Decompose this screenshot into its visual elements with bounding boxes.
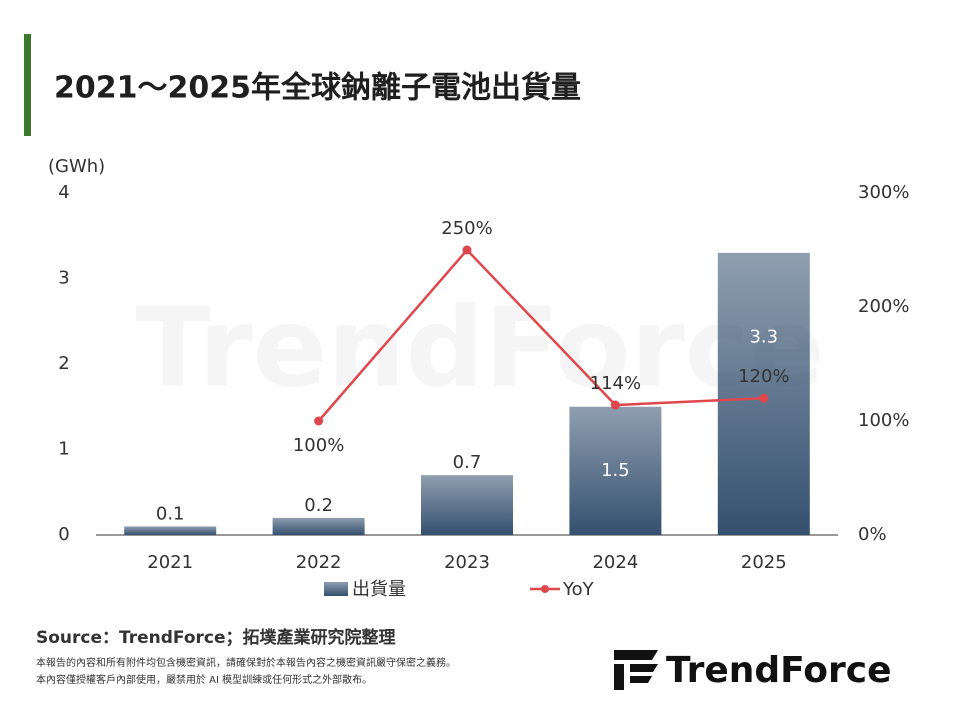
- data-label: 0.7: [453, 452, 482, 473]
- legend-point: [541, 585, 549, 593]
- bar: [421, 475, 513, 535]
- bar: [272, 517, 365, 535]
- line-point: [759, 393, 769, 403]
- legend-label: 出貨量: [352, 579, 406, 600]
- y2-tick-label: 300%: [858, 182, 909, 203]
- y-tick-label: 4: [58, 182, 69, 203]
- line-label: 250%: [441, 218, 492, 239]
- data-label: 3.3: [749, 326, 778, 347]
- title-accent: [24, 34, 31, 136]
- line-label: 114%: [590, 373, 641, 394]
- logo-text: TrendForce: [666, 650, 892, 691]
- y-axis-label: (GWh): [48, 156, 105, 177]
- watermark: TrendForce: [135, 283, 824, 411]
- x-tick-label: 2024: [592, 552, 638, 573]
- data-label: 0.1: [156, 503, 185, 524]
- legend-label: YoY: [562, 579, 595, 600]
- x-tick-label: 2022: [296, 552, 342, 573]
- y-tick-label: 1: [58, 439, 69, 460]
- line: [317, 248, 764, 422]
- line-point: [314, 416, 324, 426]
- y2-tick-label: 100%: [858, 410, 909, 431]
- bar: [569, 406, 662, 535]
- note: 本內容僅授權客戶內部使用，嚴禁用於 AI 模型訓練或任何形式之外部散布。: [36, 673, 372, 686]
- data-label: 1.5: [601, 460, 630, 481]
- logo-mark: [614, 650, 658, 690]
- y-tick-label: 0: [58, 524, 69, 545]
- x-tick-label: 2021: [147, 552, 193, 573]
- line-label: 120%: [738, 366, 789, 387]
- y2-tick-label: 0%: [858, 524, 887, 545]
- data-label: 0.2: [304, 495, 333, 516]
- line-point: [462, 245, 472, 255]
- chart-title: 2021～2025年全球鈉離子電池出貨量: [54, 71, 581, 106]
- logo: TrendForce: [614, 650, 892, 691]
- y2-tick-label: 200%: [858, 296, 909, 317]
- source: Source：TrendForce；拓墣產業研究院整理: [36, 627, 396, 648]
- line-point: [610, 400, 620, 410]
- legend-swatch: [324, 582, 348, 596]
- bar: [124, 526, 217, 535]
- x-tick-label: 2025: [741, 552, 787, 573]
- line-label: 100%: [293, 435, 344, 456]
- y-tick-label: 3: [58, 268, 69, 289]
- y-tick-label: 2: [58, 353, 69, 374]
- note: 本報告的內容和所有附件均包含機密資訊，請確保對於本報告內容之機密資訊嚴守保密之義…: [36, 656, 456, 669]
- x-tick-label: 2023: [444, 552, 490, 573]
